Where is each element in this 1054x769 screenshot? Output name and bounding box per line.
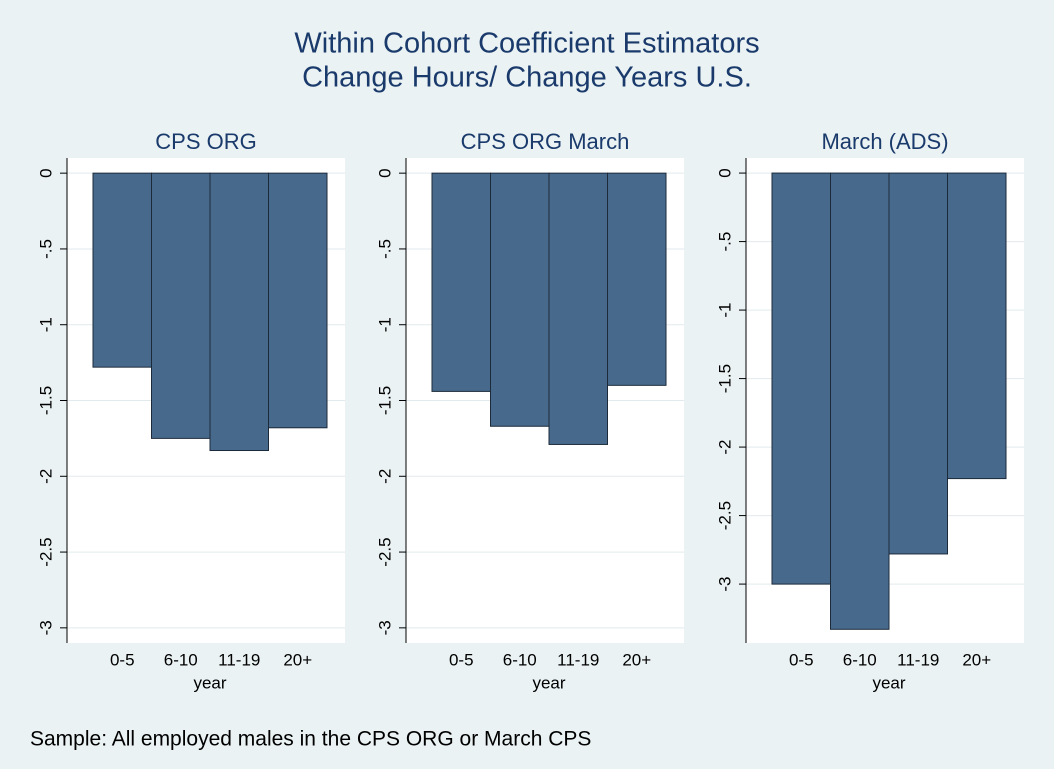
bar bbox=[830, 172, 890, 630]
y-tick-label: -2 bbox=[715, 440, 734, 455]
y-tick-label: 0 bbox=[375, 168, 394, 177]
y-tick-label: 0 bbox=[715, 168, 734, 177]
chart-title: Change Hours/ Change Years U.S. bbox=[302, 62, 752, 94]
x-tick-label: 11-19 bbox=[557, 650, 599, 669]
bar bbox=[490, 172, 550, 427]
y-tick-label: -.5 bbox=[375, 239, 394, 259]
y-tick-label: -1.5 bbox=[375, 386, 394, 415]
x-tick-label: 11-19 bbox=[218, 650, 260, 669]
y-tick-label: -1.5 bbox=[36, 386, 55, 415]
x-tick-label: 0-5 bbox=[449, 650, 474, 669]
y-tick-label: -3 bbox=[36, 620, 55, 635]
x-axis-label: year bbox=[532, 673, 565, 692]
y-tick-label: -2.5 bbox=[36, 537, 55, 566]
x-tick-label: 6-10 bbox=[503, 650, 537, 669]
y-tick-label: -2.5 bbox=[715, 501, 734, 530]
x-tick-label: 0-5 bbox=[110, 650, 135, 669]
y-tick-label: -2 bbox=[36, 469, 55, 484]
y-tick-label: -2 bbox=[375, 469, 394, 484]
bar bbox=[431, 172, 491, 392]
x-tick-label: 0-5 bbox=[789, 650, 814, 669]
panel-title: March (ADS) bbox=[821, 129, 948, 154]
panel-title: CPS ORG bbox=[155, 129, 256, 154]
y-tick-label: -1 bbox=[36, 317, 55, 332]
y-tick-label: -1 bbox=[375, 317, 394, 332]
x-tick-label: 20+ bbox=[283, 650, 312, 669]
x-axis-label: year bbox=[872, 673, 905, 692]
note: Sample: All employed males in the CPS OR… bbox=[30, 728, 591, 751]
bar bbox=[92, 172, 152, 368]
x-tick-label: 11-19 bbox=[897, 650, 939, 669]
bar bbox=[888, 172, 948, 555]
bar bbox=[268, 172, 328, 429]
chart-title: Within Cohort Coefficient Estimators bbox=[294, 28, 759, 60]
y-tick-label: -1 bbox=[715, 303, 734, 318]
x-tick-label: 20+ bbox=[622, 650, 651, 669]
y-tick-label: -.5 bbox=[715, 232, 734, 252]
y-tick-label: -1.5 bbox=[715, 364, 734, 393]
y-tick-label: -.5 bbox=[36, 239, 55, 259]
bar bbox=[607, 172, 667, 386]
x-tick-label: 6-10 bbox=[843, 650, 877, 669]
bar bbox=[209, 172, 269, 452]
x-tick-label: 20+ bbox=[962, 650, 991, 669]
bar bbox=[947, 172, 1007, 480]
panel-title: CPS ORG March bbox=[461, 129, 630, 154]
y-tick-label: 0 bbox=[36, 168, 55, 177]
y-tick-label: -2.5 bbox=[375, 537, 394, 566]
bar bbox=[771, 172, 831, 585]
y-tick-label: -3 bbox=[715, 577, 734, 592]
bar bbox=[548, 172, 608, 445]
y-tick-label: -3 bbox=[375, 620, 394, 635]
bar bbox=[151, 172, 211, 439]
x-axis-label: year bbox=[193, 673, 226, 692]
x-tick-label: 6-10 bbox=[164, 650, 198, 669]
